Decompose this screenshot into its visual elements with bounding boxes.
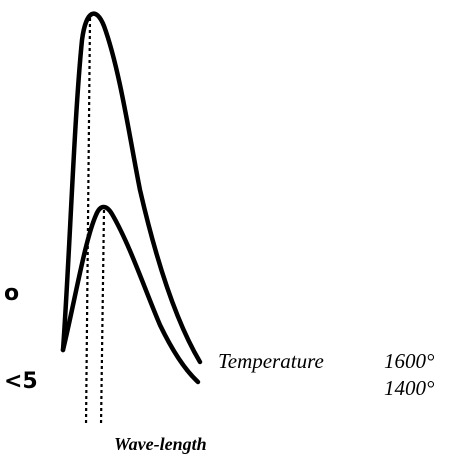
peak-marker-1600 — [84, 17, 92, 427]
curve-1400 — [60, 204, 201, 385]
temp-label-1400: 1400° — [384, 376, 435, 400]
x-axis-label: Wave-length — [114, 434, 207, 454]
curve-1600 — [60, 11, 203, 365]
temp-label-1600: 1600° — [384, 349, 435, 373]
peak-marker-1400 — [99, 209, 106, 427]
temperature-word: Temperature — [218, 349, 324, 373]
left-mark-bottom: <5 — [4, 369, 38, 394]
left-mark-top: o — [4, 281, 19, 306]
